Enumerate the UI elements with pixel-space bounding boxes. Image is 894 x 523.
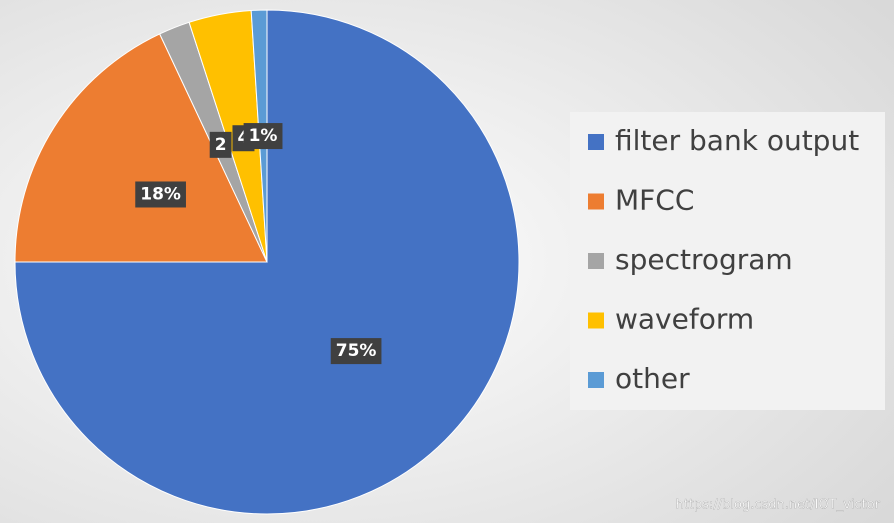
legend-swatch (588, 372, 604, 388)
legend-label: filter bank output (615, 124, 859, 157)
legend-swatch (588, 193, 604, 210)
data-label-box (209, 131, 232, 158)
data-label-text: 2 (215, 135, 227, 155)
legend-label: waveform (615, 303, 754, 336)
data-label-box (135, 181, 186, 208)
data-label: 2 (209, 131, 232, 158)
data-label: 18% (135, 181, 186, 208)
legend-label: MFCC (615, 184, 694, 217)
legend-swatch (588, 312, 604, 329)
pie-slice (14, 33, 268, 263)
legend-label: other (615, 362, 690, 395)
legend-label: spectrogram (615, 243, 793, 276)
data-label-text: 75% (336, 341, 377, 361)
watermark: https://blog.csdn.net/IOT_victor (676, 498, 881, 513)
data-label-box (330, 338, 382, 365)
legend-swatch (588, 134, 604, 150)
data-label-text: 1% (249, 126, 278, 146)
data-label: 75% (330, 338, 382, 365)
legend-swatch (588, 253, 604, 269)
data-label-text: 18% (140, 184, 181, 204)
data-label: 1% (243, 123, 283, 150)
data-label-box (243, 123, 283, 150)
legend-box (570, 112, 885, 410)
